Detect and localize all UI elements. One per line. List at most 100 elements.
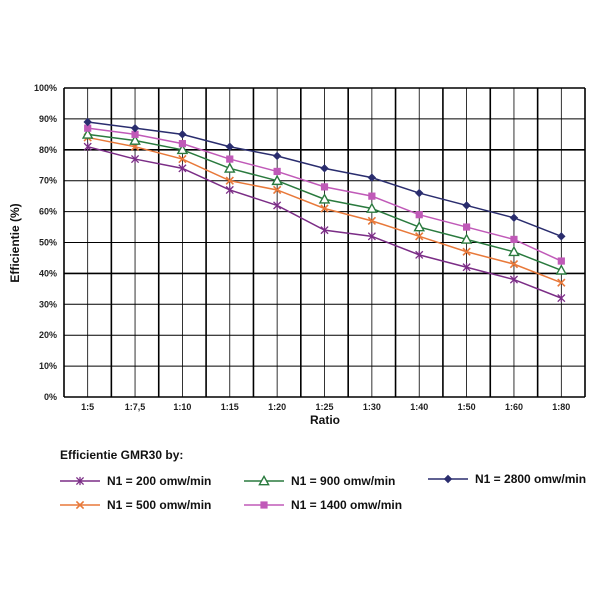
marker-stroke	[415, 232, 424, 241]
marker-stroke	[509, 259, 519, 269]
x-axis-ticks: 1:5 1:7,5 1:10 1:15 1:20 1:25 1:30 1:40 1:50 1:60…	[81, 402, 570, 412]
data-point	[415, 232, 424, 241]
data-point	[320, 226, 329, 235]
marker-stroke	[272, 185, 282, 195]
y-tick-label: 40%	[39, 268, 57, 278]
data-point	[509, 259, 519, 269]
data-point	[413, 221, 426, 232]
legend-title: Efficientie GMR30 by:	[60, 448, 183, 462]
legend-marker	[260, 501, 268, 509]
legend-item: N1 = 1400 omw/min	[244, 498, 402, 512]
legend: N1 = 200 omw/min N1 = 500 omw/min N1 = 900…	[60, 472, 586, 512]
data-point	[273, 167, 281, 176]
data-point	[226, 155, 234, 163]
marker-stroke	[320, 204, 329, 213]
data-point	[460, 233, 473, 244]
data-point	[462, 201, 471, 210]
marker-stroke	[557, 278, 566, 287]
legend-label: N1 = 200 omw/min	[107, 474, 211, 488]
data-point	[462, 223, 471, 231]
x-tick-label: 1:10	[173, 402, 191, 412]
x-tick-label: 1:25	[315, 402, 333, 412]
x-tick-label: 1:5	[81, 402, 94, 412]
series-lines	[81, 117, 568, 303]
y-tick-label: 70%	[39, 176, 57, 186]
y-tick-label: 100%	[34, 83, 57, 93]
marker-stroke	[75, 500, 85, 510]
series-diamond	[83, 117, 566, 241]
legend-item: N1 = 2800 omw/min	[428, 472, 586, 486]
data-point	[510, 235, 518, 244]
data-point	[366, 202, 378, 213]
data-point	[367, 232, 376, 241]
data-point	[320, 183, 329, 191]
data-point	[273, 201, 282, 210]
series-x	[83, 133, 566, 287]
data-point	[81, 128, 94, 139]
data-point	[320, 164, 329, 173]
data-point	[83, 117, 92, 127]
marker-stroke	[178, 154, 187, 164]
data-point	[368, 192, 376, 200]
marker-stroke	[225, 176, 234, 185]
y-tick-label: 80%	[39, 145, 57, 155]
series-triangle	[81, 128, 568, 275]
data-point	[555, 264, 568, 275]
data-point	[462, 247, 471, 256]
data-point	[130, 123, 140, 133]
legend-item: N1 = 900 omw/min	[244, 474, 395, 488]
x-tick-label: 1:20	[268, 402, 286, 412]
data-point	[367, 216, 377, 226]
marker-stroke	[462, 247, 471, 256]
legend-item: N1 = 500 omw/min	[60, 498, 211, 512]
data-point	[131, 130, 139, 138]
data-point	[509, 213, 519, 222]
data-point	[271, 174, 283, 186]
y-tick-label: 90%	[39, 114, 57, 124]
data-point	[130, 154, 140, 164]
legend-marker	[443, 474, 453, 484]
data-point	[178, 140, 187, 148]
data-point	[83, 142, 92, 151]
marker-stroke	[367, 216, 377, 226]
data-point	[320, 204, 329, 213]
data-point	[415, 211, 423, 219]
data-point	[225, 176, 234, 185]
y-tick-label: 20%	[39, 330, 57, 340]
x-tick-label: 1:7,5	[125, 402, 146, 412]
data-point	[84, 124, 92, 132]
data-point	[272, 185, 282, 195]
x-tick-label: 1:30	[363, 402, 381, 412]
series-star	[83, 142, 566, 303]
legend-marker	[75, 476, 85, 486]
data-point	[557, 232, 566, 241]
y-tick-label: 30%	[39, 299, 57, 309]
y-axis-title: Efficientie (%)	[8, 203, 22, 282]
y-tick-label: 50%	[39, 238, 57, 248]
data-point	[557, 257, 565, 265]
data-point	[367, 173, 377, 182]
legend-label: N1 = 500 omw/min	[107, 498, 211, 512]
data-point	[557, 278, 566, 287]
y-axis-ticks: 0% 10% 20% 30% 40% 50% 60% 70% 80% 90% 100%	[34, 83, 57, 402]
x-tick-label: 1:80	[552, 402, 570, 412]
x-tick-label: 1:40	[410, 402, 428, 412]
data-point	[557, 294, 566, 303]
data-point	[178, 164, 187, 173]
y-tick-label: 10%	[39, 361, 57, 371]
legend-label: N1 = 2800 omw/min	[475, 472, 586, 486]
legend-marker	[75, 500, 85, 510]
data-point	[225, 142, 234, 151]
data-point	[225, 185, 234, 195]
data-point	[176, 143, 189, 155]
legend-label: N1 = 1400 omw/min	[291, 498, 402, 512]
x-axis-title: Ratio	[310, 413, 340, 427]
y-tick-label: 60%	[39, 207, 57, 217]
data-point	[509, 275, 519, 284]
legend-item: N1 = 200 omw/min	[60, 474, 211, 488]
data-point	[272, 151, 282, 161]
x-tick-label: 1:60	[505, 402, 523, 412]
x-tick-label: 1:50	[458, 402, 476, 412]
data-point	[462, 263, 471, 272]
